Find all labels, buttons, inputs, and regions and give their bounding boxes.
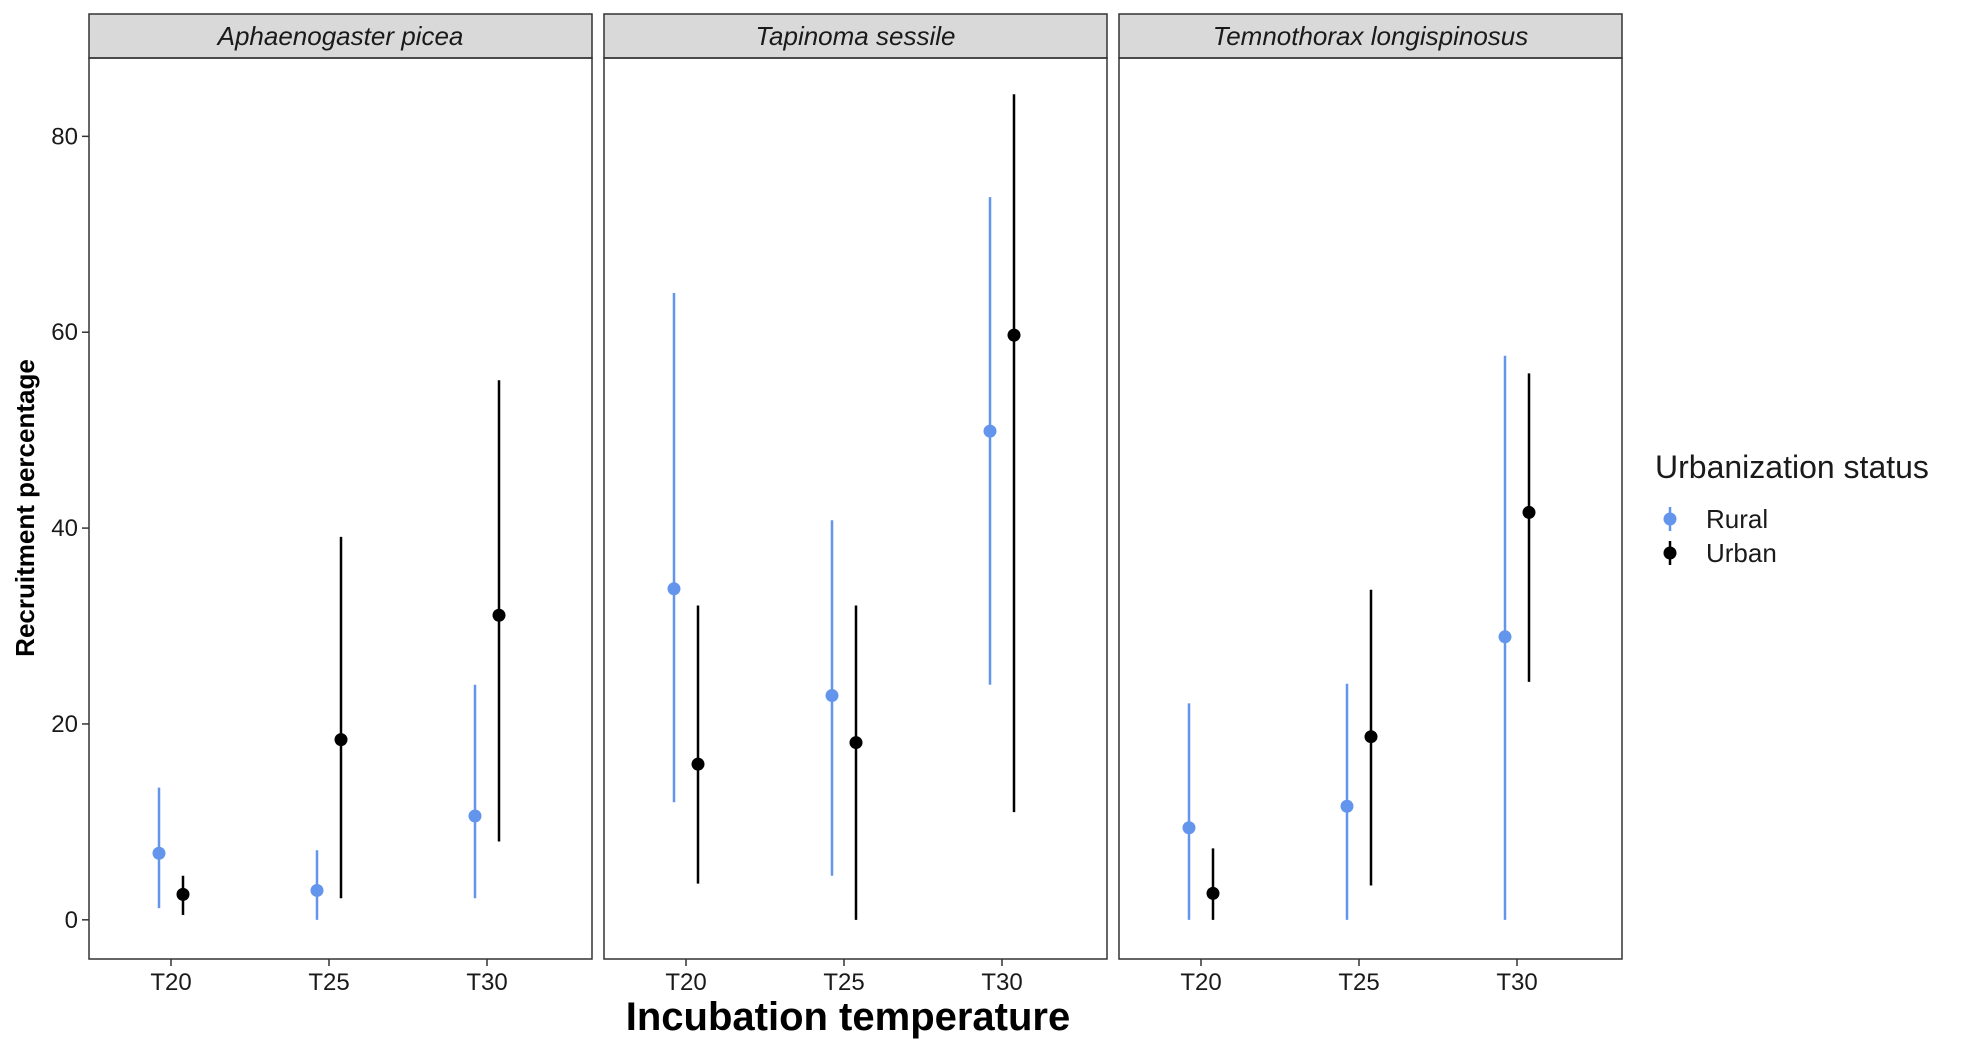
y-tick-label: 80 — [51, 123, 78, 150]
facet-strip-label: Temnothorax longispinosus — [1213, 21, 1529, 51]
legend-label-rural: Rural — [1706, 504, 1768, 534]
x-axis-title: Incubation temperature — [626, 995, 1071, 1039]
y-tick-label: 60 — [51, 319, 78, 346]
data-point-rural — [1340, 799, 1354, 813]
data-point-rural — [152, 846, 166, 860]
y-tick-label: 40 — [51, 515, 78, 542]
x-tick-label: T25 — [308, 969, 349, 996]
data-point-urban — [176, 887, 190, 901]
data-point-rural — [1498, 630, 1512, 644]
x-tick-label: T30 — [466, 969, 507, 996]
data-point-urban — [691, 757, 705, 771]
x-tick-label: T25 — [1338, 969, 1379, 996]
y-tick-label: 20 — [51, 711, 78, 738]
x-tick-label: T20 — [1180, 969, 1221, 996]
x-tick-label: T20 — [665, 969, 706, 996]
data-point-rural — [667, 582, 681, 596]
data-point-urban — [849, 736, 863, 750]
x-tick-label: T25 — [823, 969, 864, 996]
x-tick-label: T30 — [1496, 969, 1537, 996]
data-point-urban — [1364, 730, 1378, 744]
data-point-urban — [1522, 505, 1536, 519]
legend-key-point-urban — [1663, 546, 1677, 560]
facet-strip-label: Aphaenogaster picea — [216, 21, 464, 51]
data-point-urban — [1007, 328, 1021, 342]
y-tick-label: 0 — [65, 907, 78, 934]
y-axis-title: Recruitment percentage — [10, 359, 40, 657]
data-point-rural — [468, 809, 482, 823]
legend-title: Urbanization status — [1655, 449, 1929, 485]
facet-strip-label: Tapinoma sessile — [756, 21, 956, 51]
data-point-rural — [983, 424, 997, 438]
legend-label-urban: Urban — [1706, 538, 1777, 568]
facet-panel-border — [88, 57, 593, 960]
data-point-urban — [334, 733, 348, 747]
facet-strip — [603, 13, 1108, 59]
data-point-rural — [310, 883, 324, 897]
x-tick-label: T20 — [150, 969, 191, 996]
x-tick-label: T30 — [981, 969, 1022, 996]
data-point-urban — [1206, 886, 1220, 900]
facet-strip — [1118, 13, 1623, 59]
facet-panel-border — [603, 57, 1108, 960]
legend-key-point-rural — [1663, 512, 1677, 526]
data-point-urban — [492, 608, 506, 622]
facet-strip — [88, 13, 593, 59]
data-point-rural — [1182, 821, 1196, 835]
data-point-rural — [825, 689, 839, 703]
facet-panel-border — [1118, 57, 1623, 960]
